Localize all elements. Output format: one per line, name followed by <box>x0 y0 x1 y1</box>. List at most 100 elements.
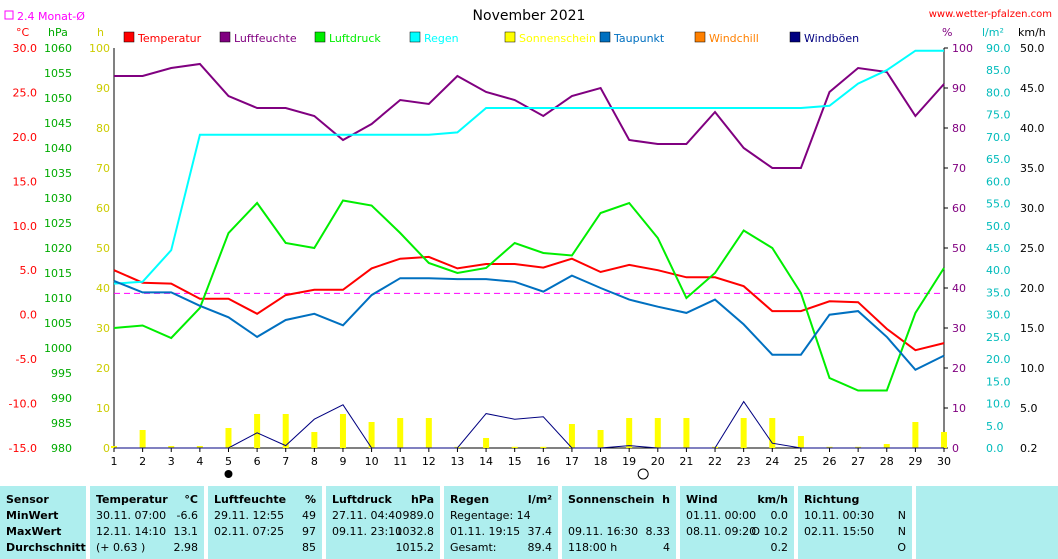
stats-col-sonnenschein: Sonnenschein h 09.11. 16:30 8.33 118:00 h 4 <box>562 486 678 559</box>
tick-temp: 5.0 <box>20 264 38 277</box>
tick-h: 60 <box>96 202 110 215</box>
sunshine-bar <box>568 424 575 448</box>
sunshine-bar <box>511 446 518 448</box>
tick-pct: 90 <box>952 82 966 95</box>
sunshine-bar <box>912 422 919 448</box>
sunshine-bar <box>168 446 175 448</box>
stats-header: Richtung <box>804 493 860 506</box>
stats-cell-label: 02.11. 07:25 <box>214 525 285 538</box>
avg-label: 2.4 Monat-Ø <box>17 10 85 23</box>
sunshine-bar <box>883 444 890 448</box>
tick-hpa: 1010 <box>44 292 72 305</box>
unit-temp: °C <box>16 26 30 39</box>
stats-header: Temperatur <box>96 493 168 506</box>
stats-unit: % <box>304 493 316 506</box>
tick-lm2: 25.0 <box>986 331 1011 344</box>
tick-lm2: 90.0 <box>986 42 1011 55</box>
x-tick-label: 29 <box>908 455 922 468</box>
x-tick-label: 17 <box>565 455 579 468</box>
x-tick-label: 12 <box>422 455 436 468</box>
tick-hpa: 985 <box>51 417 72 430</box>
legend-swatch <box>409 31 421 43</box>
series-line-temperatur <box>113 255 945 352</box>
tick-lm2: 15.0 <box>986 375 1011 388</box>
tick-kmh: 20.0 <box>1020 282 1045 295</box>
tick-hpa: 1015 <box>44 267 72 280</box>
full-moon-icon <box>637 468 649 480</box>
x-tick-label: 2 <box>139 455 146 468</box>
tick-lm2: 55.0 <box>986 198 1011 211</box>
tick-hpa: 990 <box>51 392 72 405</box>
x-tick-label: 24 <box>765 455 779 468</box>
stats-cell-label: 29.11. 12:55 <box>214 509 285 522</box>
x-tick-label: 20 <box>651 455 665 468</box>
sunshine-bar <box>339 414 346 448</box>
x-tick-label: 19 <box>622 455 636 468</box>
tick-pct: 100 <box>952 42 973 55</box>
stats-col-luftdruck: Luftdruck hPa 27.11. 04:40 989.0 09.11. 23:1… <box>326 486 442 559</box>
stats-cell-value: -6.6 <box>176 509 198 522</box>
site-link[interactable]: www.wetter-pfalzen.com <box>929 9 1052 20</box>
stats-cell-value: 0.0 <box>770 509 789 522</box>
stats-cell-value: N <box>897 509 906 522</box>
stats-col-wind: Wind km/h 01.11. 00:00 0.0 08.11. 09:20 O 10.… <box>680 486 796 559</box>
stats-col-regen: Regen l/m² Regentage: 14 01.11. 19:15 37.4 Ge… <box>444 486 560 559</box>
legend-label: Temperatur <box>137 32 202 45</box>
stats-cell-label: 01.11. 19:15 <box>450 525 521 538</box>
new-moon-icon <box>224 470 233 478</box>
tick-h: 100 <box>89 42 110 55</box>
sunshine-bar <box>826 446 833 448</box>
sunshine-bar <box>111 446 117 448</box>
x-tick-label: 26 <box>823 455 837 468</box>
tick-h: 20 <box>96 362 110 375</box>
tick-h: 0 <box>103 442 110 455</box>
stats-cell-value: 97 <box>302 525 316 538</box>
x-tick-label: 28 <box>880 455 894 468</box>
sunshine-bar <box>425 418 432 448</box>
tick-lm2: 80.0 <box>986 86 1011 99</box>
tick-kmh: 25.0 <box>1020 242 1045 255</box>
sunshine-bar <box>225 428 232 448</box>
stats-cell-label: 30.11. 07:00 <box>96 509 167 522</box>
legend-label: Luftfeuchte <box>234 32 297 45</box>
legend-swatch <box>599 31 611 43</box>
stats-cell-value: 0.2 <box>770 541 789 554</box>
stats-row-avg: Durchschnitt <box>6 541 86 554</box>
stats-cell-value: 37.4 <box>527 525 553 538</box>
stats-cell-value: 4 <box>663 541 670 554</box>
stats-header: Luftfeuchte <box>214 493 287 506</box>
tick-lm2: 5.0 <box>986 420 1004 433</box>
stats-header-sensor: Sensor <box>6 493 49 506</box>
stats-cell-label: 02.11. 15:50 <box>804 525 875 538</box>
stats-cell-label: 12.11. 14:10 <box>96 525 167 538</box>
tick-lm2: 10.0 <box>986 398 1011 411</box>
x-tick-label: 1 <box>111 455 118 468</box>
sunshine-bar <box>941 432 947 448</box>
stats-col-luftfeuchte: Luftfeuchte% 29.11. 12:55 49 02.11. 07:25 97… <box>208 486 324 559</box>
x-tick-label: 11 <box>393 455 407 468</box>
tick-hpa: 980 <box>51 442 72 455</box>
avg-marker-icon <box>4 10 14 20</box>
tick-lm2: 45.0 <box>986 242 1011 255</box>
tick-hpa: 1020 <box>44 242 72 255</box>
stats-cell-label: 01.11. 00:00 <box>686 509 757 522</box>
sunshine-bar <box>654 418 661 448</box>
unit-h: h <box>97 26 104 39</box>
stats-header: Regen <box>450 493 490 506</box>
stats-header: Wind <box>686 493 718 506</box>
tick-lm2: 65.0 <box>986 153 1011 166</box>
tick-hpa: 1040 <box>44 142 72 155</box>
sunshine-bar <box>368 422 375 448</box>
stats-cell-label: 08.11. 09:20 <box>686 525 757 538</box>
legend-swatch <box>314 31 326 43</box>
stats-cell-value: O 10.2 <box>751 525 788 538</box>
tick-h: 30 <box>96 322 110 335</box>
x-tick-label: 7 <box>282 455 289 468</box>
legend-label: Windböen <box>804 32 859 45</box>
tick-hpa: 1050 <box>44 92 72 105</box>
sunshine-bar <box>397 418 404 448</box>
tick-lm2: 85.0 <box>986 64 1011 77</box>
tick-hpa: 995 <box>51 367 72 380</box>
legend-label: Regen <box>424 32 459 45</box>
tick-kmh: 35.0 <box>1020 162 1045 175</box>
